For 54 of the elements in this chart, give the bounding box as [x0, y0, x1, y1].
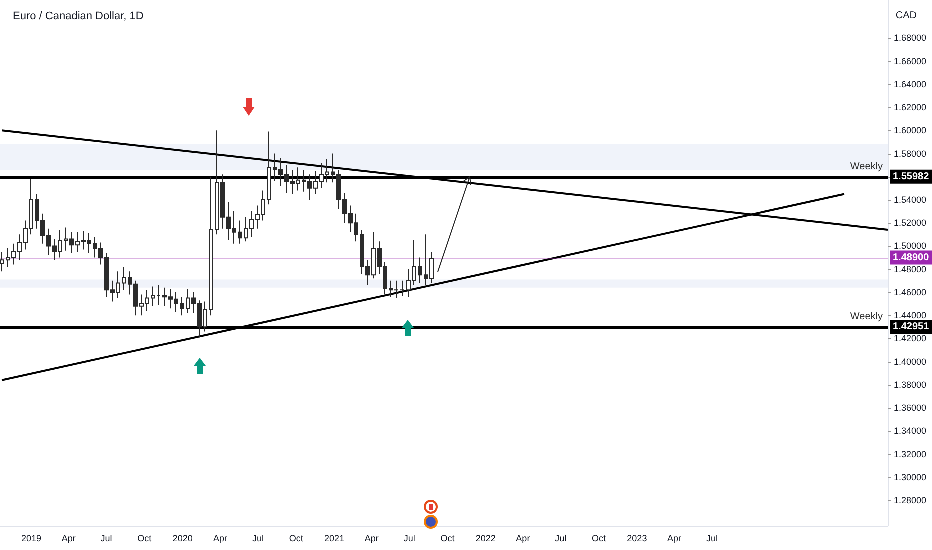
y-axis-title: CAD — [896, 10, 918, 22]
y-tick-label: 1.52000 — [894, 218, 927, 228]
y-tick-label: 1.50000 — [894, 241, 927, 252]
x-tick-label: Jul — [404, 534, 416, 544]
x-tick-label: Jul — [100, 534, 112, 544]
y-tick-label: 1.28000 — [894, 496, 927, 506]
y-tick-label: 1.34000 — [894, 426, 927, 436]
y-tick-label: 1.48000 — [894, 264, 927, 274]
candlestick — [209, 176, 213, 316]
y-tick-label: 1.46000 — [894, 287, 927, 298]
candlestick — [151, 286, 155, 307]
y-tick-label: 1.42000 — [894, 334, 927, 344]
annotation: 1.42951 — [893, 322, 930, 333]
x-tick-label: Oct — [440, 534, 456, 544]
x-tick-label: Apr — [62, 534, 76, 544]
candlestick — [238, 220, 242, 244]
x-tick-label: Oct — [138, 534, 152, 544]
candlestick — [0, 252, 4, 272]
candlestick — [267, 131, 271, 206]
y-tick-label: 1.60000 — [894, 126, 927, 136]
y-tick-label: 1.32000 — [894, 449, 927, 460]
x-tick-label: 2021 — [324, 534, 345, 544]
candlestick — [122, 266, 126, 291]
candlestick — [418, 257, 422, 284]
y-tick-label: 1.62000 — [894, 102, 927, 113]
x-tick-label: 2020 — [172, 534, 193, 544]
x-tick-label: Apr — [214, 534, 228, 544]
y-tick-label: 1.64000 — [894, 79, 927, 90]
y-tick-label: 1.38000 — [894, 380, 927, 390]
y-tick-label: 1.44000 — [894, 310, 927, 321]
x-tick-label: Apr — [667, 534, 682, 544]
y-tick-label: 1.54000 — [894, 194, 927, 205]
candlestick — [180, 296, 184, 316]
y-tick-label: 1.30000 — [894, 472, 927, 482]
x-tick-label: Oct — [592, 534, 607, 544]
y-tick-label: 1.36000 — [894, 403, 927, 414]
ref-line-label: Weekly — [850, 161, 883, 172]
text: Euro / Canadian Dollar, 1D — [13, 10, 144, 22]
x-tick-label: Apr — [364, 534, 379, 544]
y-tick-label: 1.66000 — [894, 56, 927, 66]
y-tick-label: 1.68000 — [894, 33, 927, 44]
x-tick-label: 2019 — [21, 534, 42, 544]
x-tick-label: 2023 — [627, 534, 648, 544]
y-tick-label: 1.40000 — [894, 356, 927, 367]
x-tick-label: Oct — [289, 534, 304, 544]
annotation: 1.55982 — [893, 171, 930, 182]
x-tick-label: Apr — [516, 534, 530, 544]
y-tick-label: 1.58000 — [894, 148, 927, 159]
x-tick-label: Jul — [555, 534, 567, 544]
ref-line-label: Weekly — [850, 312, 883, 323]
annotation: 1.48900 — [893, 252, 930, 264]
x-tick-label: Jul — [252, 534, 264, 544]
x-tick-label: 2022 — [476, 534, 496, 544]
x-tick-label: Jul — [706, 534, 718, 544]
